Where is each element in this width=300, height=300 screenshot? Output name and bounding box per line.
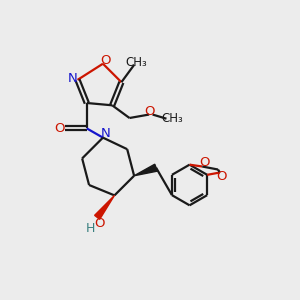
Text: O: O bbox=[100, 54, 110, 67]
Text: O: O bbox=[144, 105, 155, 118]
Text: H: H bbox=[86, 222, 95, 235]
Text: O: O bbox=[95, 217, 105, 230]
Text: O: O bbox=[55, 122, 65, 135]
Text: N: N bbox=[68, 72, 78, 85]
Text: O: O bbox=[217, 170, 227, 183]
Text: N: N bbox=[101, 127, 111, 140]
Polygon shape bbox=[94, 195, 115, 219]
Polygon shape bbox=[134, 164, 157, 176]
Text: O: O bbox=[199, 156, 209, 169]
Text: CH₃: CH₃ bbox=[161, 112, 183, 125]
Text: CH₃: CH₃ bbox=[125, 56, 147, 69]
